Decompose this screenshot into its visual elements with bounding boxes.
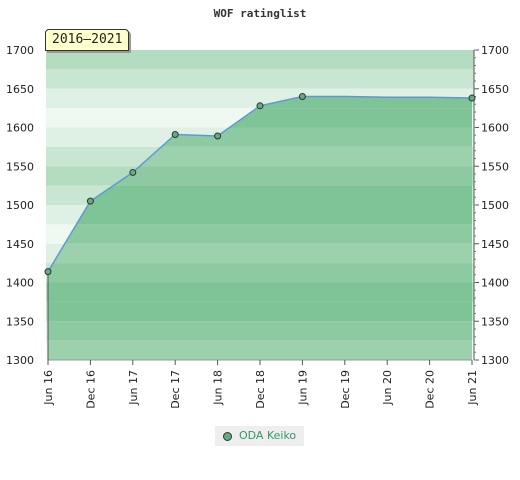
y-tick-label-right: 1350 bbox=[481, 315, 509, 328]
y-tick-label-right: 1700 bbox=[481, 44, 509, 57]
y-tick-label-left: 1700 bbox=[6, 44, 34, 57]
band-light bbox=[46, 69, 474, 89]
x-tick-label: Jun 21 bbox=[466, 370, 479, 406]
band-dark bbox=[48, 263, 472, 283]
band-dark bbox=[48, 321, 472, 341]
band-dark bbox=[48, 282, 472, 302]
y-tick-label-left: 1550 bbox=[6, 160, 34, 173]
band-light bbox=[46, 50, 474, 70]
chart-title: WOF ratinglist bbox=[214, 7, 307, 20]
y-tick-label-right: 1300 bbox=[481, 354, 509, 367]
y-tick-label-left: 1300 bbox=[6, 354, 34, 367]
y-tick-label-left: 1400 bbox=[6, 277, 34, 290]
data-point-marker bbox=[214, 132, 222, 140]
x-tick-label: Dec 16 bbox=[84, 370, 97, 409]
y-tick-label-right: 1400 bbox=[481, 277, 509, 290]
axes: 1300 1300 1350 1350 1400 1400 1450 1450 1500 1500… bbox=[6, 44, 509, 409]
y-tick-label-right: 1650 bbox=[481, 83, 509, 96]
y-tick-label-left: 1650 bbox=[6, 83, 34, 96]
band-dark bbox=[48, 166, 472, 186]
band-dark bbox=[48, 205, 472, 225]
x-tick-label: Dec 19 bbox=[339, 370, 352, 409]
legend[interactable]: ODA Keiko bbox=[215, 426, 305, 446]
x-tick-label: Dec 18 bbox=[254, 370, 267, 409]
data-point-marker bbox=[468, 94, 476, 102]
period-badge: 2016–2021 bbox=[45, 29, 130, 51]
x-tick-label: Jun 18 bbox=[212, 370, 225, 406]
x-tick-label: Jun 20 bbox=[381, 370, 394, 406]
legend-marker-icon bbox=[223, 431, 232, 441]
y-tick-label-left: 1450 bbox=[6, 238, 34, 251]
y-tick-label-right: 1450 bbox=[481, 238, 509, 251]
markers-layer bbox=[44, 93, 476, 276]
legend-label: ODA Keiko bbox=[239, 429, 297, 442]
y-tick-label-right: 1500 bbox=[481, 199, 509, 212]
data-point-marker bbox=[298, 93, 306, 100]
band-dark bbox=[48, 224, 472, 244]
data-point-marker bbox=[129, 168, 137, 176]
x-tick-label: Dec 17 bbox=[169, 370, 182, 409]
data-point-marker bbox=[256, 102, 264, 110]
data-point-marker bbox=[44, 268, 52, 276]
x-tick-label: Jun 17 bbox=[127, 370, 140, 406]
x-tick-label: Jun 16 bbox=[42, 370, 55, 406]
y-tick-label-left: 1600 bbox=[6, 122, 34, 135]
y-tick-label-right: 1550 bbox=[481, 160, 509, 173]
band-dark bbox=[48, 243, 472, 264]
y-tick-label-left: 1500 bbox=[6, 199, 34, 212]
x-tick-label: Dec 20 bbox=[424, 370, 437, 409]
band-dark bbox=[48, 185, 472, 205]
band-dark bbox=[48, 301, 472, 322]
data-point-marker bbox=[171, 130, 179, 138]
y-tick-label-right: 1600 bbox=[481, 122, 509, 135]
band-dark bbox=[48, 340, 472, 360]
y-tick-label-left: 1350 bbox=[6, 315, 34, 328]
x-tick-label: Jun 19 bbox=[296, 370, 309, 406]
data-point-marker bbox=[86, 197, 94, 205]
